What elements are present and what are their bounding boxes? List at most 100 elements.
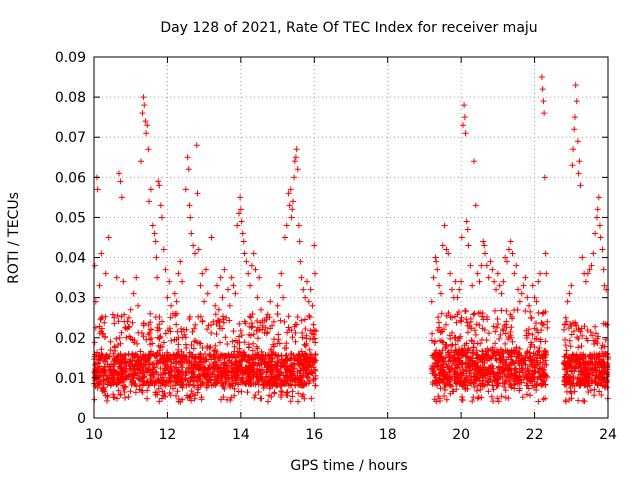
data-point [302,294,309,301]
data-point-band [509,359,516,366]
data-point [179,278,186,285]
data-point-band [167,372,174,379]
data-point-band [285,324,292,331]
data-point-band [126,333,133,340]
data-point [436,282,443,289]
data-point [267,298,274,305]
data-point-band [228,394,235,401]
data-point-band [533,335,540,342]
data-point-band [596,373,603,380]
data-point-band [126,323,133,330]
data-point-band [462,307,469,314]
data-point-band [123,375,130,382]
data-points [91,74,611,405]
data-point-band [221,359,228,366]
data-point [252,266,259,273]
data-point-band [579,377,586,384]
data-point [515,286,522,293]
data-point [456,286,463,293]
data-point-band [121,353,128,360]
data-point-band [572,365,579,372]
data-point [601,282,608,289]
data-point-band [453,319,460,326]
data-point-band [264,398,271,405]
data-point-band [205,379,212,386]
data-point-band [224,363,231,370]
data-point-band [168,337,175,344]
data-point-band [531,325,538,332]
data-point-band [274,363,281,370]
data-point-band [435,376,442,383]
data-point-band [437,337,444,344]
data-point-band [312,366,319,373]
data-point [430,274,437,281]
data-point-band [213,321,220,328]
data-point [146,198,153,205]
data-point-band [100,372,107,379]
data-point [240,238,247,245]
data-point-band [533,387,540,394]
data-point-band [147,326,154,333]
data-point-band [113,395,120,402]
data-point-band [210,371,217,378]
data-point-band [146,352,153,359]
data-point-band [598,392,605,399]
data-point-band [528,370,535,377]
data-point-band [463,376,470,383]
data-point-band [140,368,147,375]
data-point [538,74,545,81]
data-point-band [167,378,174,385]
data-point-band [496,356,503,363]
data-point [250,250,257,257]
y-tick-label: 0.06 [55,170,86,186]
data-point-band [283,340,290,347]
data-point-band [229,374,236,381]
data-point-band [232,337,239,344]
data-point-band [121,360,128,367]
data-point-band [213,350,220,357]
data-point-band [563,371,570,378]
data-point [590,250,597,257]
data-point-band [190,362,197,369]
data-point-band [282,353,289,360]
data-point [478,262,485,269]
data-point-band [264,329,271,336]
data-point [582,278,589,285]
data-point-band [544,318,551,325]
data-point [593,214,600,221]
data-point-band [520,357,527,364]
data-point-band [230,328,237,335]
data-point-band [234,352,241,359]
data-point-band [258,395,265,402]
data-point-band [469,355,476,362]
data-point [543,270,550,277]
data-point-band [506,380,513,387]
data-point-band [141,372,148,379]
data-point-band [190,368,197,375]
data-point [568,282,575,289]
data-point [186,202,193,209]
data-point-band [98,315,105,322]
data-point-band [222,334,229,341]
data-point-band [584,361,591,368]
data-point-band [190,345,197,352]
data-point [470,158,477,165]
data-point-band [574,354,581,361]
data-point-band [221,385,228,392]
data-point-band [562,353,569,360]
data-point [182,186,189,193]
data-point-band [575,397,582,404]
data-point-band [505,395,512,402]
data-point [464,226,471,233]
data-point-band [107,347,114,354]
data-point-band [529,331,536,338]
data-point-band [145,382,152,389]
data-point-band [299,334,306,341]
data-point-band [111,320,118,327]
data-point [433,258,440,265]
data-point [212,302,219,309]
data-point-band [535,309,542,316]
data-point-band [206,352,213,359]
data-point [283,222,290,229]
data-point-band [477,340,484,347]
